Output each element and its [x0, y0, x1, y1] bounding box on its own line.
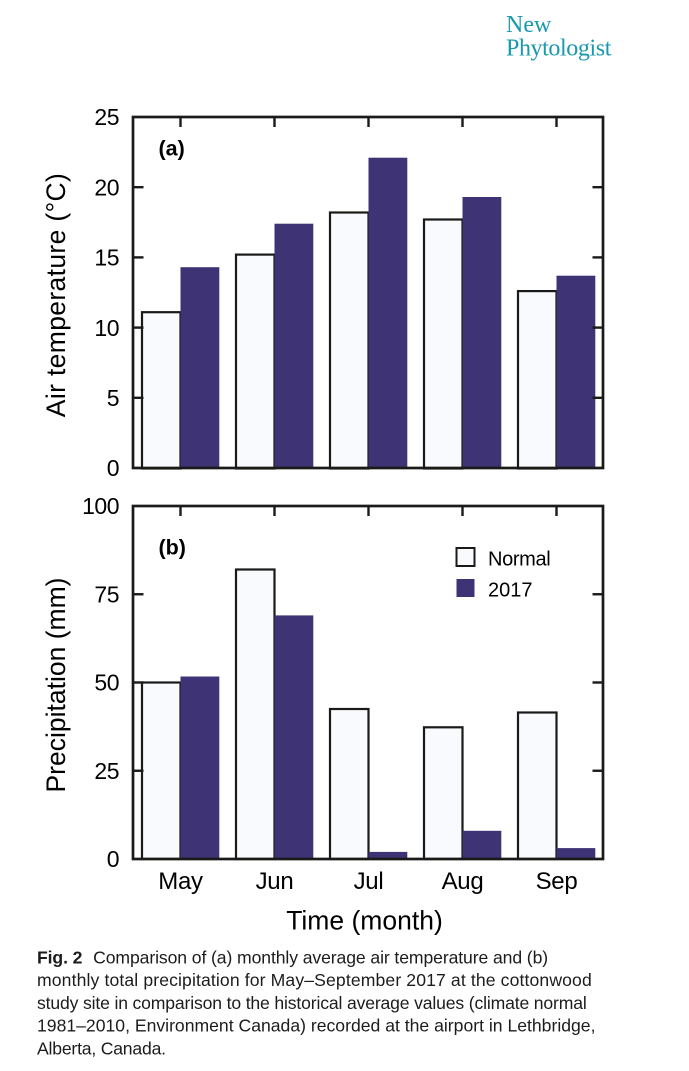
svg-text:Precipitation (mm): Precipitation (mm) [41, 578, 71, 793]
svg-text:Normal: Normal [488, 549, 550, 571]
svg-text:May: May [158, 868, 203, 895]
svg-text:Jul: Jul [354, 868, 384, 895]
svg-text:Alberta, Canada.: Alberta, Canada. [37, 1038, 166, 1058]
svg-text:monthly total precipitation fo: monthly total precipitation for May–Sept… [37, 970, 592, 990]
svg-text:(b): (b) [159, 536, 186, 560]
svg-text:Time (month): Time (month) [286, 906, 443, 936]
svg-text:25: 25 [94, 758, 119, 784]
svg-text:0: 0 [107, 846, 119, 872]
svg-text:Fig. 2 Comparison of (a) month: Fig. 2 Comparison of (a) monthly average… [37, 947, 548, 967]
svg-text:100: 100 [82, 493, 119, 519]
svg-text:10: 10 [94, 315, 119, 341]
svg-text:5: 5 [107, 385, 119, 411]
svg-text:75: 75 [94, 581, 119, 607]
svg-text:0: 0 [107, 455, 119, 481]
svg-text:Jun: Jun [256, 868, 294, 895]
svg-text:(a): (a) [159, 137, 185, 161]
svg-text:15: 15 [94, 245, 119, 271]
svg-text:25: 25 [94, 104, 119, 130]
svg-text:Air temperature (°C): Air temperature (°C) [41, 173, 71, 417]
svg-text:Aug: Aug [442, 868, 484, 895]
svg-text:Sep: Sep [536, 868, 578, 895]
svg-text:1981–2010, Environment Canada): 1981–2010, Environment Canada) recorded … [37, 1016, 595, 1036]
svg-text:20: 20 [94, 174, 119, 200]
svg-text:2017: 2017 [488, 580, 533, 602]
svg-text:study site in comparison to th: study site in comparison to the historic… [37, 993, 587, 1013]
svg-text:Phytologist: Phytologist [506, 36, 612, 62]
svg-text:50: 50 [94, 670, 119, 696]
svg-text:New: New [506, 12, 552, 38]
